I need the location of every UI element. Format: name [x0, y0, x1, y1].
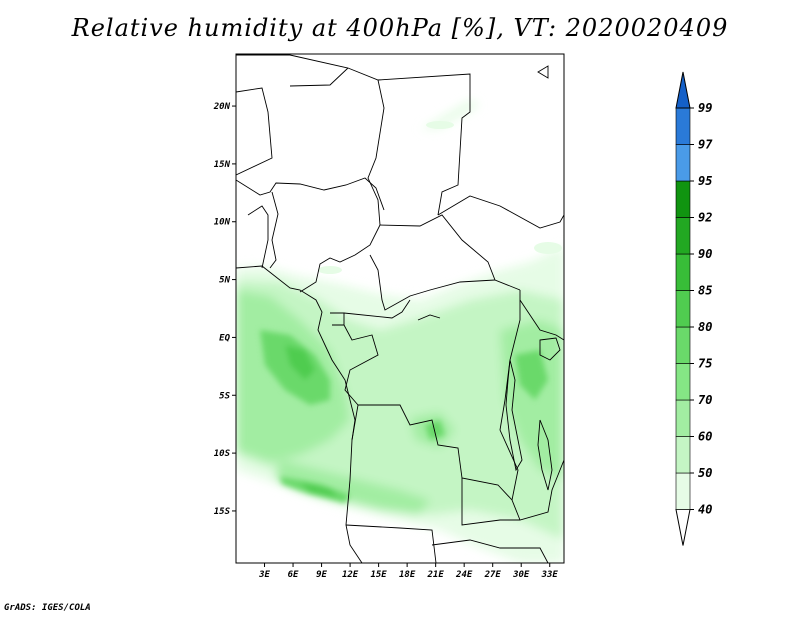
lake-outline — [505, 359, 523, 472]
colorbar: 40 50 60 70 75 80 85 90 92 95 97 99 — [675, 71, 713, 546]
lon-tick-label: 33E — [541, 570, 559, 580]
border-line — [343, 324, 379, 406]
humidity-area-85-band — [300, 482, 338, 497]
colorbar-label: 70 — [698, 393, 712, 407]
colorbar-segment — [675, 472, 691, 510]
colorbar-label: 85 — [698, 284, 712, 298]
colorbar-label: 40 — [698, 503, 712, 517]
island-outline — [537, 65, 549, 79]
lon-tick-label: 27E — [484, 570, 502, 580]
country-borders — [236, 54, 564, 563]
lake-outline — [537, 419, 553, 491]
border-line — [236, 54, 471, 216]
border-line — [519, 299, 564, 341]
colorbar-segment — [675, 217, 691, 255]
border-line — [369, 254, 496, 311]
lon-tick-label: 30E — [512, 570, 530, 580]
lon-tick-label: 21E — [427, 570, 445, 580]
border-line — [299, 224, 381, 293]
humidity-area-80-center — [425, 420, 445, 440]
border-line — [431, 539, 549, 563]
humidity-area-70-south — [275, 460, 430, 515]
map-title: Relative humidity at 400hPa [%], VT: 202… — [71, 14, 729, 42]
border-line — [269, 191, 279, 269]
lat-tick-label: 10S — [214, 449, 231, 459]
colorbar-label: 80 — [698, 320, 712, 334]
lat-tick-label: EQ — [219, 333, 230, 343]
border-line — [236, 87, 273, 176]
colorbar-segment — [675, 399, 691, 437]
lake-outline — [539, 337, 561, 361]
border-line — [289, 67, 349, 87]
colorbar-segment — [675, 290, 691, 328]
lon-tick-label: 18E — [399, 570, 416, 580]
lon-tick-label: 9E — [316, 570, 327, 580]
colorbar-label: 50 — [698, 466, 712, 480]
colorbar-segment — [675, 253, 691, 291]
lat-tick-label: 10N — [214, 218, 231, 228]
colorbar-segment — [675, 436, 691, 474]
colorbar-label: 60 — [698, 430, 712, 444]
border-line — [461, 459, 564, 526]
lon-tick-label: 3E — [258, 570, 270, 580]
lat-tick-label: 5S — [219, 391, 230, 401]
border-line — [499, 290, 521, 501]
border-line — [345, 524, 437, 563]
colorbar-label: 92 — [698, 211, 712, 225]
longitude-axis: 3E 6E 9E 12E 15E 18E 21E 24E 27E 30E 33E — [258, 563, 558, 580]
colorbar-label: 75 — [698, 357, 712, 371]
border-line — [343, 299, 411, 319]
colorbar-segment — [675, 144, 691, 182]
lat-tick-label: 15S — [214, 507, 231, 517]
border-line — [330, 312, 345, 326]
colorbar-upper-arrow — [675, 71, 691, 109]
border-line — [367, 79, 385, 226]
map-frame — [235, 53, 565, 564]
border-line — [437, 195, 564, 229]
humidity-patches-north — [318, 121, 562, 274]
colorbar-segment — [675, 180, 691, 218]
colorbar-lower-arrow — [675, 509, 691, 546]
colorbar-label: 95 — [698, 174, 712, 188]
lon-tick-label: 6E — [288, 570, 299, 580]
border-line — [236, 177, 385, 211]
border-line — [247, 205, 269, 269]
humidity-area-80-east — [515, 350, 548, 400]
river-line — [417, 314, 441, 321]
humidity-area-85 — [285, 345, 315, 380]
lon-tick-label: 15E — [370, 570, 387, 580]
border-line — [358, 404, 521, 521]
humidity-field — [236, 100, 564, 563]
colorbar-label: 90 — [698, 247, 712, 261]
coastline — [236, 265, 356, 441]
lat-tick-label: 5N — [219, 276, 230, 286]
lon-tick-label: 24E — [455, 570, 473, 580]
grads-credit: GrADS: IGES/COLA — [4, 603, 91, 613]
colorbar-segment — [675, 363, 691, 401]
colorbar-segment — [675, 326, 691, 364]
colorbar-label: 97 — [698, 138, 713, 152]
lat-tick-label: 15N — [214, 160, 231, 170]
colorbar-label: 99 — [698, 101, 712, 115]
lon-tick-label: 12E — [342, 570, 359, 580]
lat-tick-label: 20N — [213, 102, 231, 112]
latitude-axis: 20N 15N 10N 5N EQ 5S 10S 15S — [213, 102, 236, 517]
colorbar-segment — [675, 107, 691, 145]
